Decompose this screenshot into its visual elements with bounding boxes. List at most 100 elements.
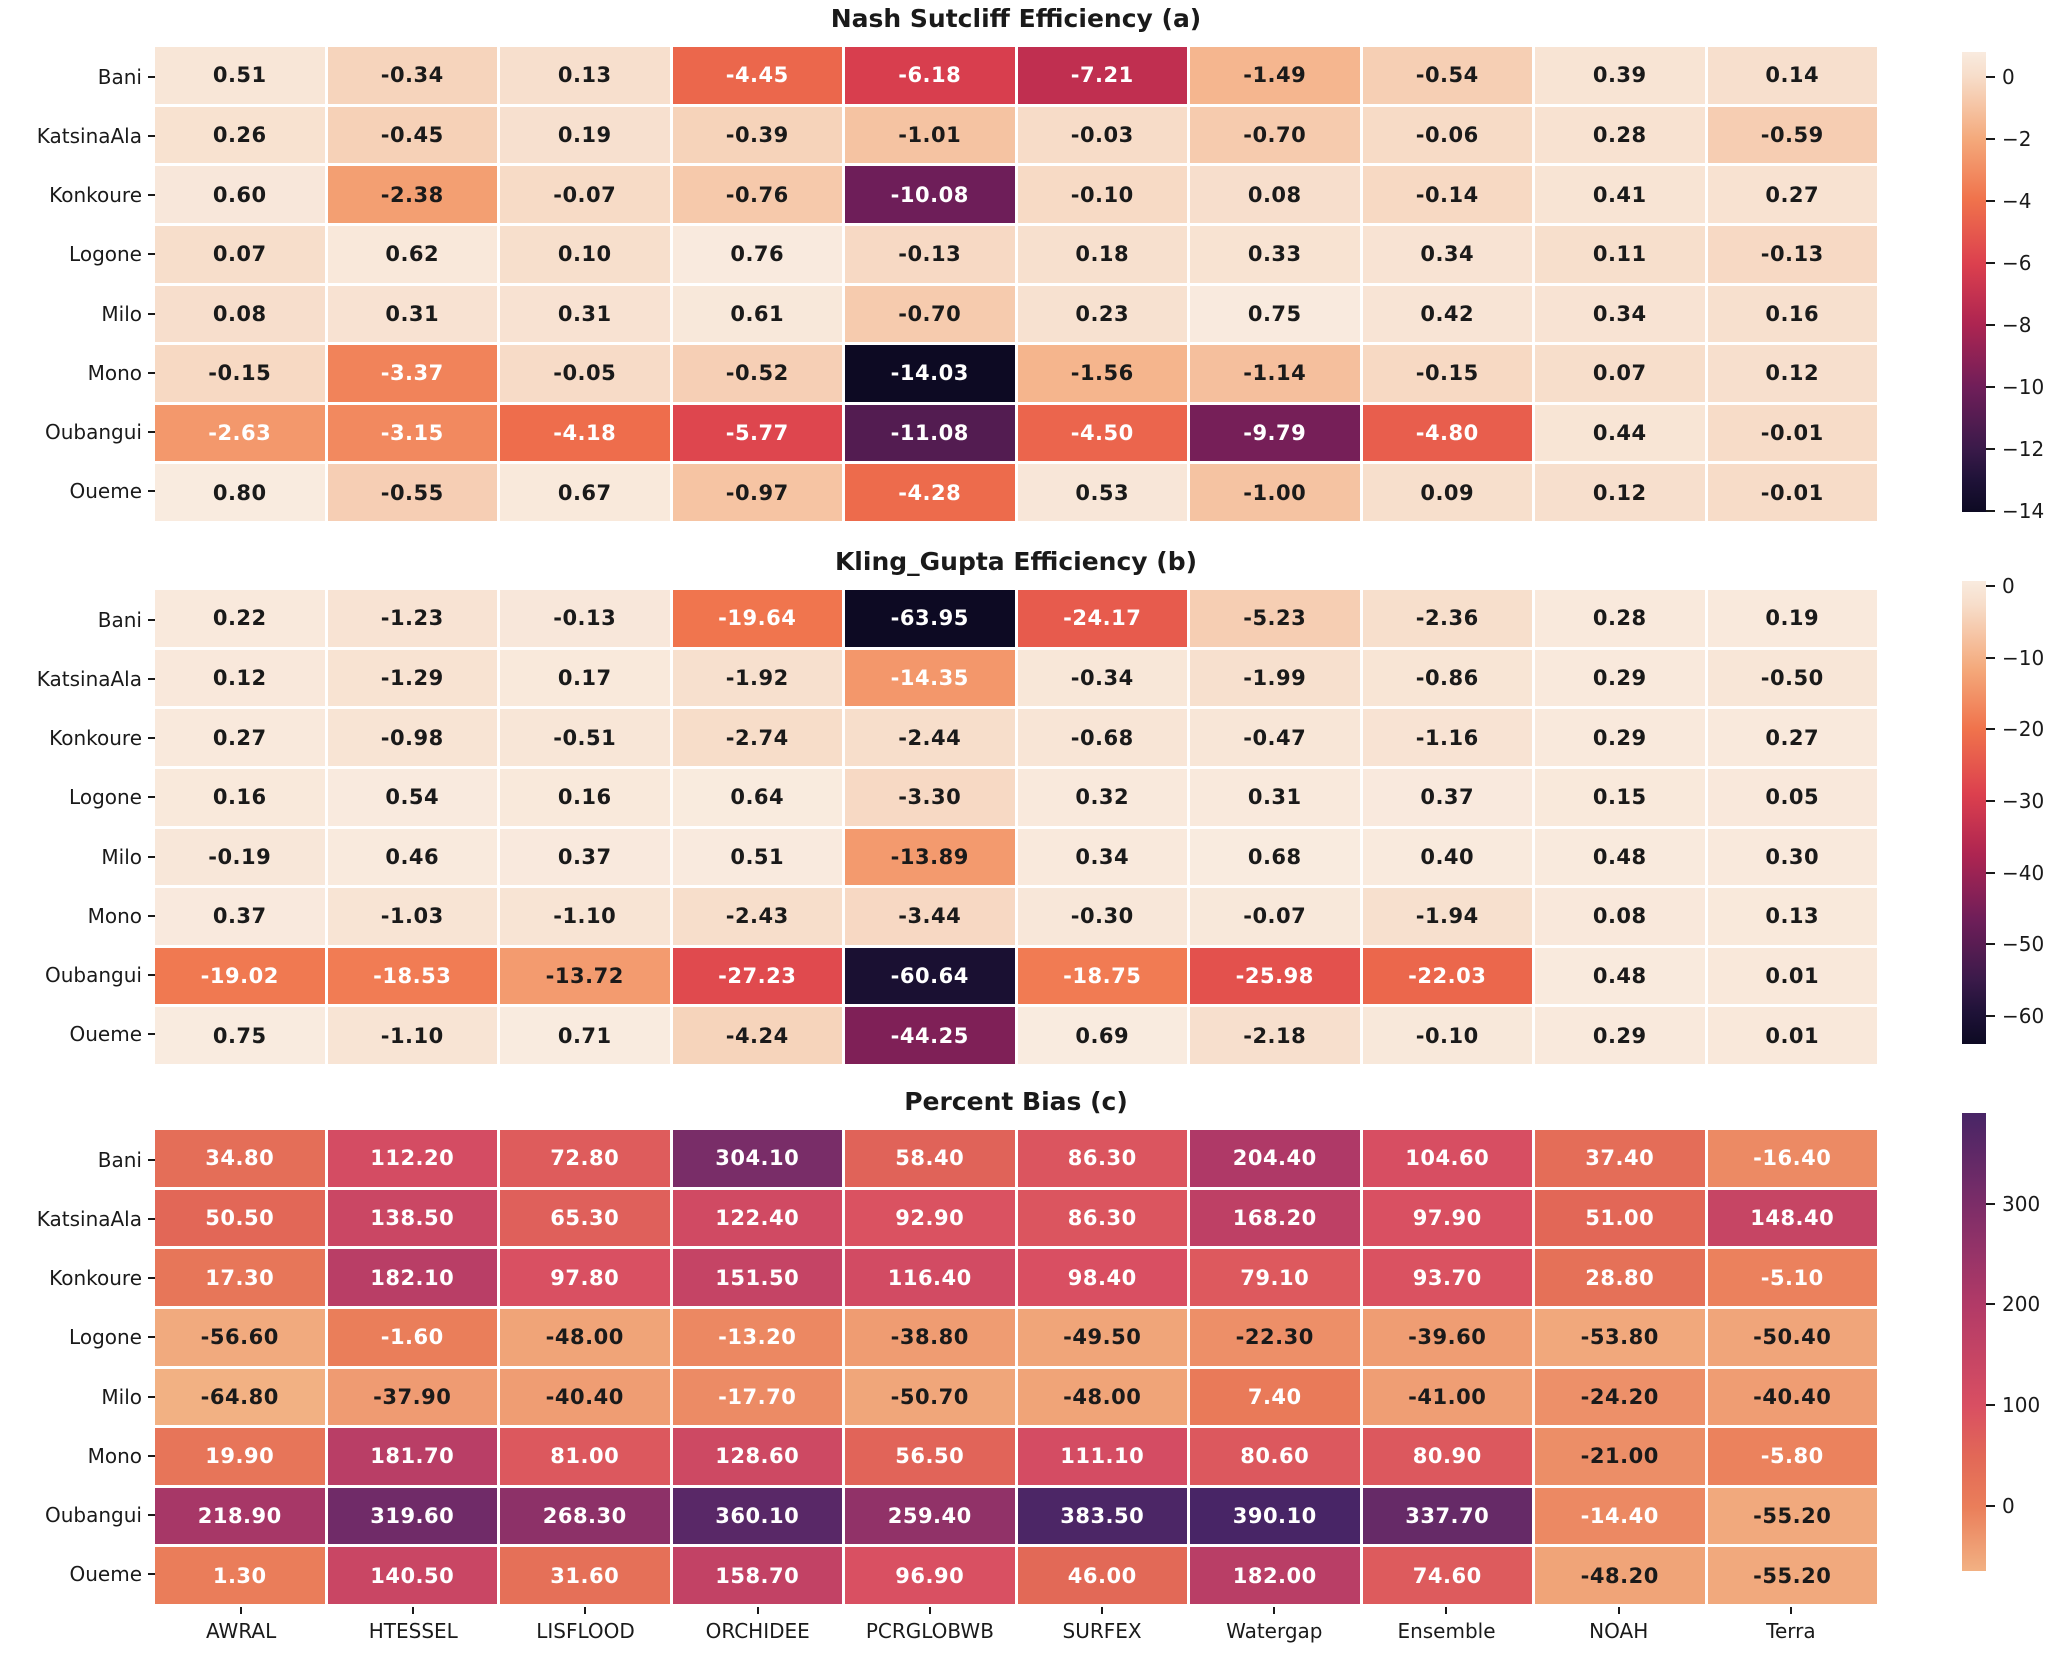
heatmap-cell: -1.01 xyxy=(845,106,1015,164)
x-tick-mark xyxy=(1445,1607,1448,1614)
x-axis-labels: AWRAL HTESSEL LISFLOOD ORCHIDEE PCRGLOBWB SUR… xyxy=(155,1607,1877,1655)
colorbar-tick: 0 xyxy=(1986,574,2015,598)
colorbar-tick: 300 xyxy=(1986,1192,2040,1216)
heatmap-cell: -25.98 xyxy=(1190,947,1360,1005)
column-label-text: AWRAL xyxy=(205,1619,277,1643)
heatmap-cell: -1.94 xyxy=(1362,888,1532,945)
chart-title-a: Nash Sutcliff Efficiency (a) xyxy=(830,4,1202,33)
heatmap-cell: 0.34 xyxy=(1362,225,1532,283)
heatmap-cell: 0.01 xyxy=(1707,947,1877,1005)
row-label-text: Milo xyxy=(101,844,142,869)
heatmap-cell: -5.10 xyxy=(1707,1249,1877,1306)
row-label: Oubangui xyxy=(0,946,155,1005)
heatmap-cell: 0.30 xyxy=(1707,828,1877,886)
x-tick-mark xyxy=(584,1607,587,1614)
heatmap-cell: -0.45 xyxy=(327,106,497,164)
heatmap-cell: 0.71 xyxy=(500,1007,670,1064)
heatmap-cell: 140.50 xyxy=(327,1547,497,1604)
y-tick-mark xyxy=(148,618,155,621)
colorbar-tick-label: −10 xyxy=(2002,645,2045,670)
heatmap-cell: -50.40 xyxy=(1707,1308,1877,1366)
colorbar-tick-mark xyxy=(1986,199,1995,202)
heatmap-panel-a: Nash Sutcliff Efficiency (a) Bani Katsina… xyxy=(0,0,2067,543)
heatmap-cell: 0.19 xyxy=(500,106,670,164)
heatmap-cell: -0.54 xyxy=(1362,47,1532,104)
column-label-text: SURFEX xyxy=(1062,1619,1142,1643)
colorbar-tick: −10 xyxy=(1986,375,2044,399)
colorbar-tick: −20 xyxy=(1986,717,2044,741)
heatmap-cell: -63.95 xyxy=(845,590,1015,647)
y-tick-mark xyxy=(148,1217,155,1220)
heatmap-cell: 0.19 xyxy=(1707,590,1877,647)
colorbar-tick-label: 0 xyxy=(2002,64,2015,89)
colorbar-tick: −12 xyxy=(1986,437,2044,461)
row-label: Konkoure xyxy=(0,709,155,768)
row-label-text: Mono xyxy=(87,1443,142,1468)
heatmap-cell: 168.20 xyxy=(1190,1189,1360,1247)
heatmap-cell: 182.10 xyxy=(327,1249,497,1306)
heatmap-cell: 128.60 xyxy=(672,1428,842,1485)
heatmap-cell: 0.26 xyxy=(155,106,325,164)
heatmap-cell: -1.23 xyxy=(327,590,497,647)
heatmap-cell: 93.70 xyxy=(1362,1249,1532,1306)
column-label-text: LISFLOOD xyxy=(536,1619,635,1643)
column-label-text: PCRGLOBWB xyxy=(865,1619,994,1643)
y-tick-mark xyxy=(148,371,155,374)
y-tick-mark xyxy=(148,1454,155,1457)
heatmap-cell: 97.90 xyxy=(1362,1189,1532,1247)
colorbar-tick-label: 200 xyxy=(2002,1292,2041,1317)
y-tick-mark xyxy=(148,1158,155,1161)
column-label-text: NOAH xyxy=(1589,1619,1649,1643)
row-label: Oueme xyxy=(0,462,155,521)
heatmap-cell: 0.17 xyxy=(500,649,670,707)
column-label: Terra xyxy=(1705,1607,1877,1655)
heatmap-cell: -1.10 xyxy=(327,1007,497,1064)
heatmap-cell: 0.41 xyxy=(1535,166,1705,223)
heatmap-cell: 112.20 xyxy=(327,1130,497,1187)
heatmap-cell: -4.28 xyxy=(845,464,1015,521)
heatmap-cell: 0.40 xyxy=(1362,828,1532,886)
y-tick-mark xyxy=(148,677,155,680)
heatmap-cell: 122.40 xyxy=(672,1189,842,1247)
heatmap-cell: 158.70 xyxy=(672,1547,842,1604)
heatmap-cell: -19.64 xyxy=(672,590,842,647)
heatmap-cell: -3.15 xyxy=(327,404,497,462)
y-tick-mark xyxy=(148,134,155,137)
heatmap-cell: -2.63 xyxy=(155,404,325,462)
heatmap-cell: 98.40 xyxy=(1017,1249,1187,1306)
heatmap-cell: -1.14 xyxy=(1190,345,1360,402)
heatmap-cell: -0.30 xyxy=(1017,888,1187,945)
heatmap-cell: 0.42 xyxy=(1362,285,1532,343)
heatmap-cell: -38.80 xyxy=(845,1308,1015,1366)
heatmap-cell: -40.40 xyxy=(1707,1368,1877,1426)
colorbar-tick-mark xyxy=(1986,1504,1995,1507)
row-label-text: KatsinaAla xyxy=(36,1206,142,1231)
heatmap-cell: -14.03 xyxy=(845,345,1015,402)
colorbar-tick-label: −14 xyxy=(2002,499,2045,524)
row-label-text: Logone xyxy=(69,1325,142,1350)
heatmap-cell: -0.01 xyxy=(1707,404,1877,462)
colorbar-tick: −4 xyxy=(1986,189,2031,213)
colorbar-tick-mark xyxy=(1986,323,1995,326)
heatmap-cell: 0.10 xyxy=(500,225,670,283)
row-label-text: Konkoure xyxy=(49,183,142,208)
heatmap-cell: 0.18 xyxy=(1017,225,1187,283)
heatmap-cell: -0.05 xyxy=(500,345,670,402)
column-label-text: Terra xyxy=(1766,1619,1816,1643)
heatmap-cell: -11.08 xyxy=(845,404,1015,462)
row-label: Logone xyxy=(0,768,155,827)
heatmap-cell: 0.37 xyxy=(155,888,325,945)
colorbar-tick: −2 xyxy=(1986,127,2031,151)
heatmap-cell: 0.15 xyxy=(1535,768,1705,826)
heatmap-cell: -0.34 xyxy=(327,47,497,104)
heatmap-cell: 390.10 xyxy=(1190,1487,1360,1545)
colorbar-tick-label: −50 xyxy=(2002,932,2045,957)
column-label-text: Ensemble xyxy=(1397,1619,1496,1643)
heatmap-cell: -1.00 xyxy=(1190,464,1360,521)
colorbar-tick: −50 xyxy=(1986,932,2044,956)
heatmap-cell: -21.00 xyxy=(1535,1428,1705,1485)
heatmap-cell: -41.00 xyxy=(1362,1368,1532,1426)
heatmap-cell: 0.13 xyxy=(500,47,670,104)
y-tick-mark xyxy=(148,1277,155,1280)
heatmap-cell: -0.10 xyxy=(1017,166,1187,223)
